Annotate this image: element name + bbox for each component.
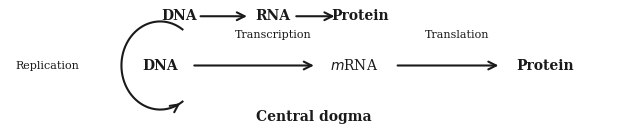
Text: Central dogma: Central dogma (256, 110, 371, 124)
Text: Transcription: Transcription (234, 30, 311, 40)
Text: Protein: Protein (516, 59, 574, 72)
Text: Translation: Translation (425, 30, 490, 40)
Text: DNA: DNA (142, 59, 178, 72)
Text: RNA: RNA (255, 9, 290, 23)
Text: $\mathit{m}$RNA: $\mathit{m}$RNA (330, 58, 378, 73)
Text: DNA: DNA (161, 9, 197, 23)
Text: Replication: Replication (16, 61, 80, 70)
Text: Protein: Protein (332, 9, 389, 23)
